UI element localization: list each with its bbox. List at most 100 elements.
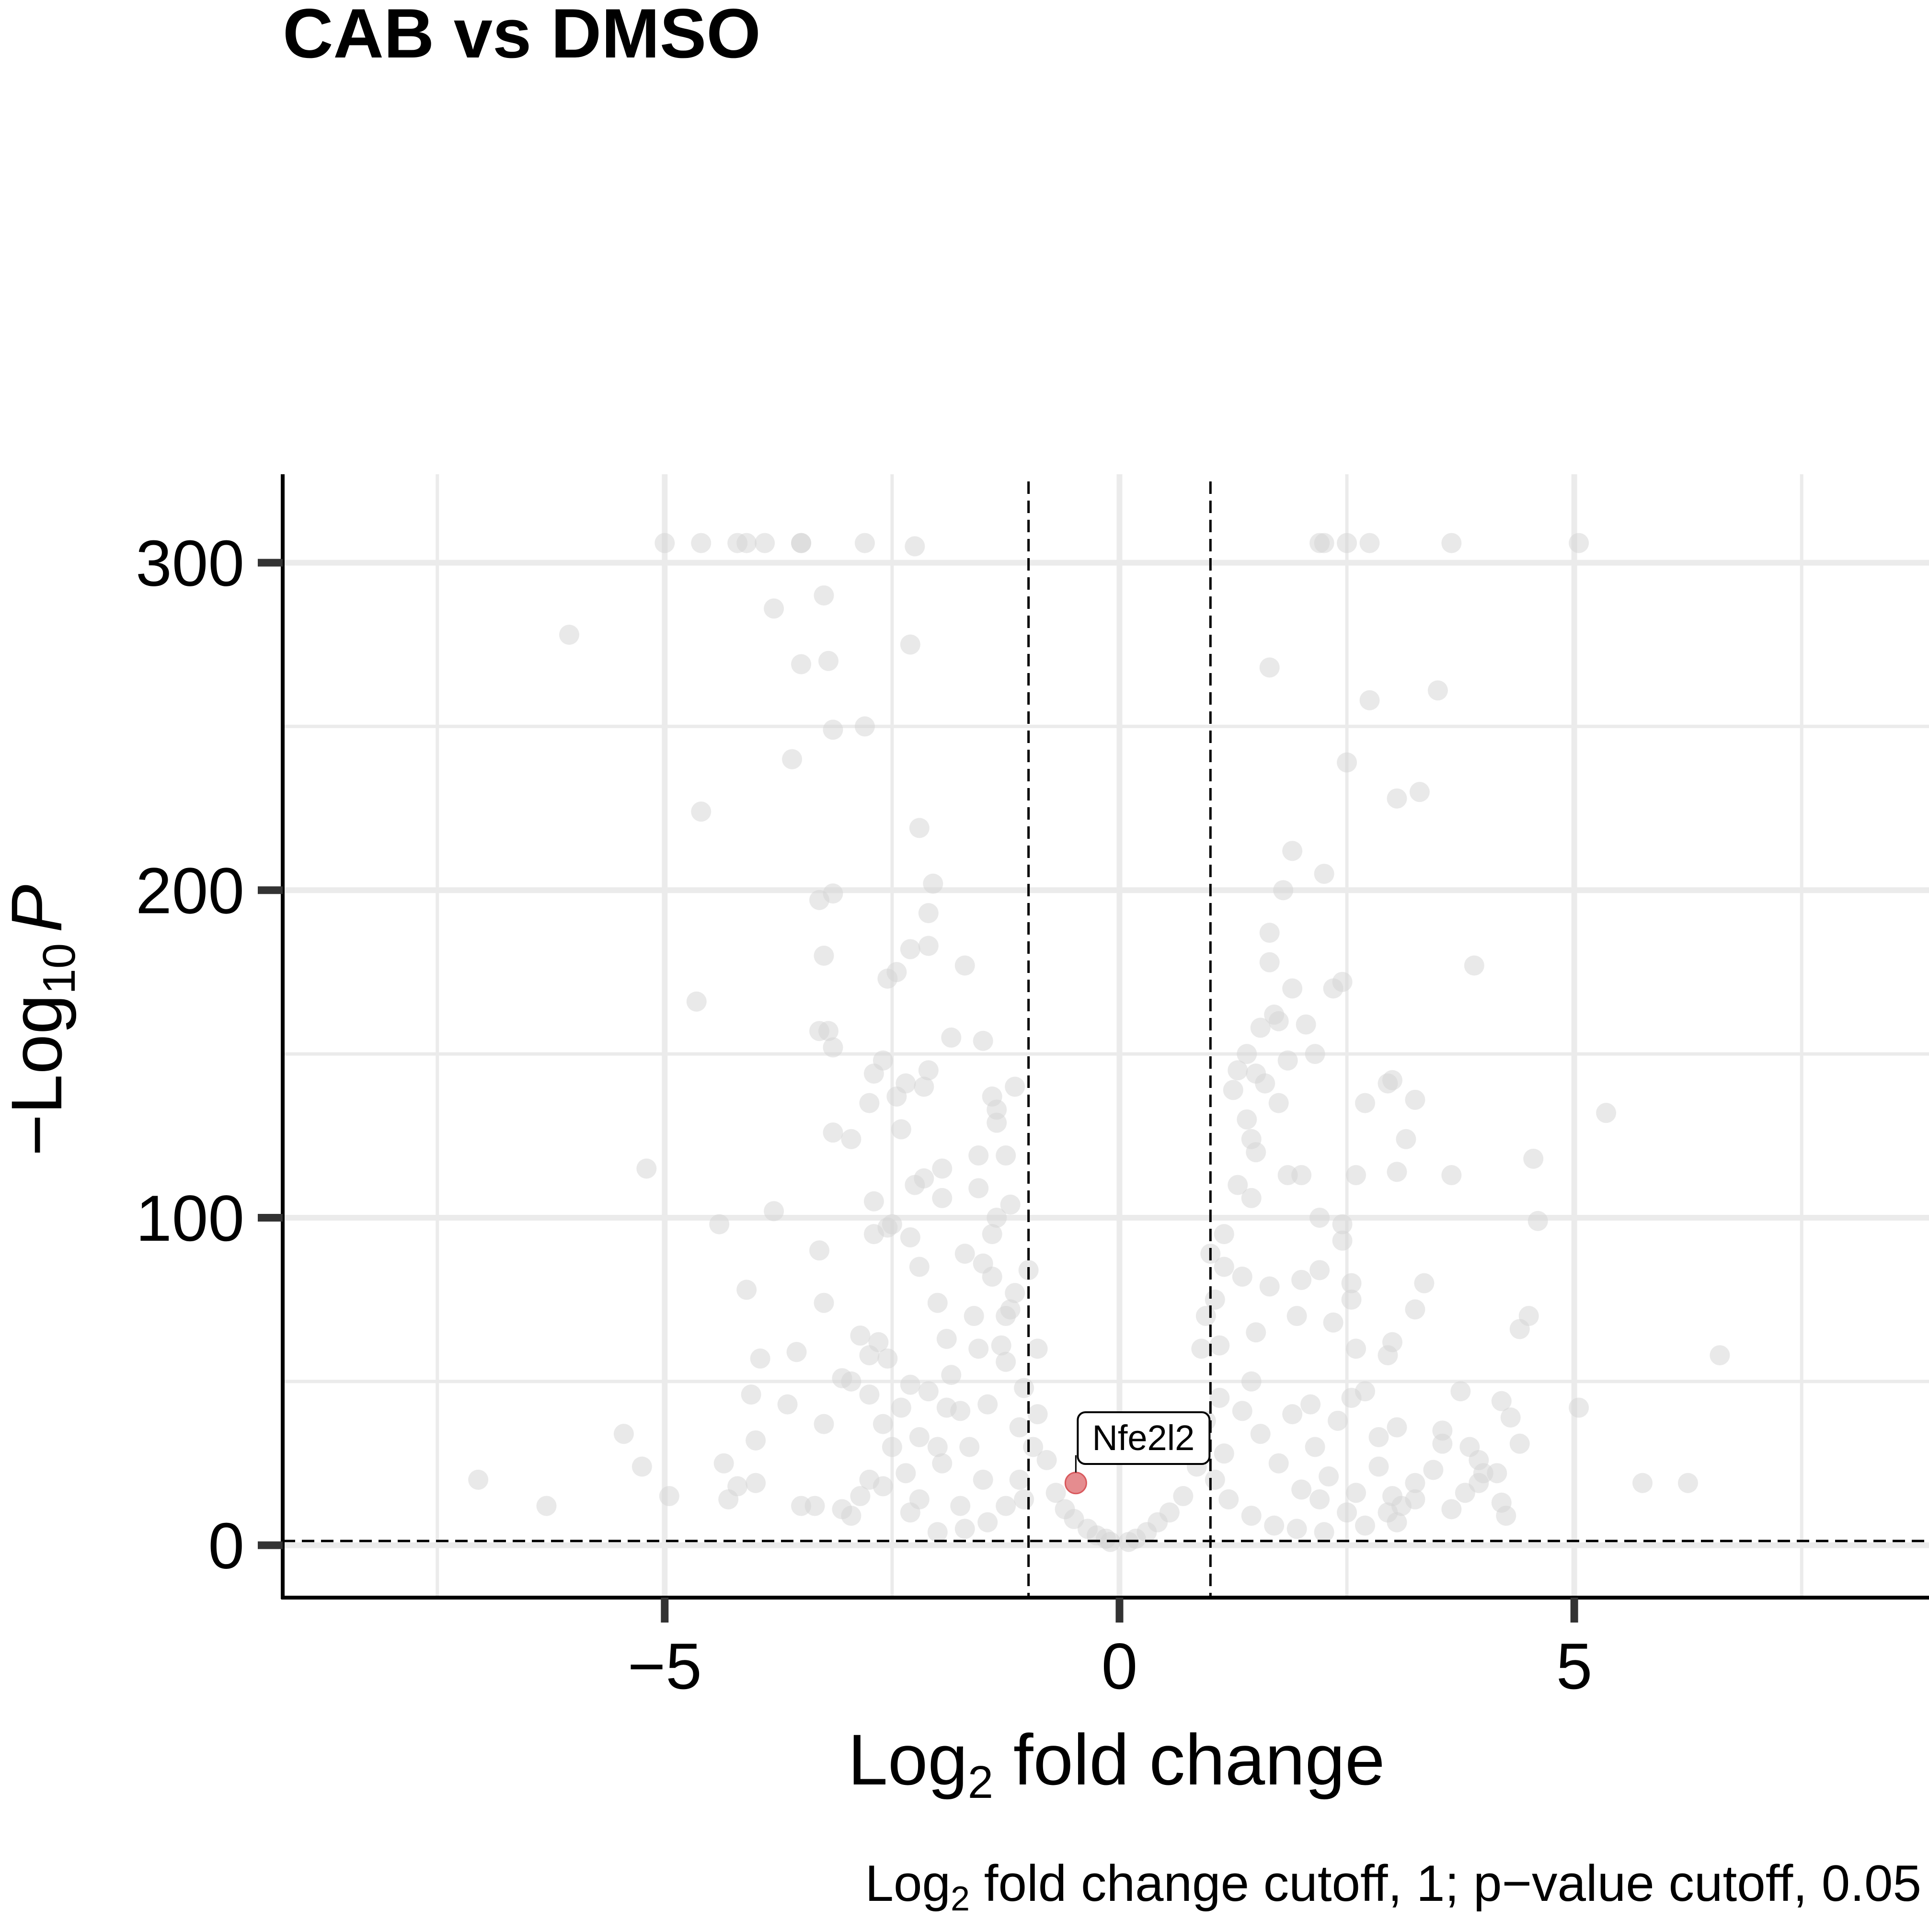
data-point xyxy=(1309,1260,1330,1280)
data-point xyxy=(814,585,834,606)
data-point xyxy=(1455,1483,1475,1503)
y-tick-label: 0 xyxy=(208,1509,244,1582)
data-point xyxy=(686,991,707,1012)
data-point xyxy=(791,533,812,553)
data-point xyxy=(654,533,675,553)
data-point xyxy=(814,1292,834,1313)
x-axis-label: Log2 fold change xyxy=(848,1719,1385,1808)
data-point xyxy=(900,1502,920,1523)
data-point xyxy=(996,1145,1016,1166)
data-point xyxy=(1223,1080,1243,1100)
data-point xyxy=(823,1122,843,1143)
data-point xyxy=(1491,1391,1512,1411)
data-point xyxy=(964,1306,984,1326)
x-tick-label: 0 xyxy=(1102,1630,1138,1703)
data-point xyxy=(1250,1017,1271,1038)
data-point xyxy=(954,1244,975,1264)
data-point xyxy=(468,1469,489,1490)
data-point xyxy=(1000,1194,1021,1215)
data-point xyxy=(1014,1378,1034,1398)
data-point xyxy=(1359,690,1380,710)
data-point xyxy=(900,634,920,655)
data-point xyxy=(1382,1486,1402,1507)
data-point xyxy=(909,818,930,838)
data-point xyxy=(1346,1483,1366,1503)
data-point xyxy=(1214,1224,1234,1245)
data-point xyxy=(886,962,907,983)
data-point xyxy=(927,1437,948,1457)
data-point xyxy=(973,1030,993,1051)
data-point xyxy=(1259,1276,1280,1297)
data-point xyxy=(818,651,839,671)
data-point xyxy=(873,1476,893,1497)
data-point xyxy=(859,1345,880,1366)
data-point xyxy=(1282,1404,1303,1425)
data-point xyxy=(1237,1044,1257,1064)
data-point xyxy=(968,1338,989,1359)
data-point xyxy=(1291,1269,1312,1290)
gene-label: Nfe2l2 xyxy=(1092,1418,1194,1458)
data-point xyxy=(764,1201,784,1222)
cutoff-lines xyxy=(283,481,1929,1598)
data-point xyxy=(950,1401,971,1421)
data-point xyxy=(932,1158,953,1179)
data-point xyxy=(1232,1267,1252,1287)
data-point xyxy=(1450,1381,1471,1402)
data-point xyxy=(1214,1443,1234,1464)
data-point xyxy=(927,1522,948,1543)
data-point xyxy=(954,955,975,976)
data-point xyxy=(987,1207,1007,1228)
data-point xyxy=(1337,752,1357,773)
data-point xyxy=(982,1224,1002,1245)
data-point xyxy=(1405,1089,1425,1110)
data-point xyxy=(1264,1005,1285,1025)
data-point xyxy=(950,1496,971,1516)
data-point xyxy=(786,1342,807,1362)
y-axis-label-subscript: 10 xyxy=(34,943,85,995)
data-point xyxy=(909,1427,930,1447)
data-point xyxy=(736,533,757,553)
data-point xyxy=(1355,1093,1376,1113)
highlighted-gene: Nfe2l2 xyxy=(1064,1411,1211,1495)
data-point xyxy=(1341,1289,1362,1310)
data-point xyxy=(1509,1319,1530,1339)
axes: 0 100 200 300 −5 0 5 xyxy=(136,474,1929,1703)
data-point xyxy=(613,1424,634,1444)
data-point xyxy=(1323,1312,1343,1333)
data-point xyxy=(900,939,920,960)
data-point xyxy=(882,1437,902,1457)
data-point xyxy=(850,1326,871,1346)
data-point xyxy=(841,1371,861,1392)
data-point xyxy=(1218,1489,1239,1509)
data-point xyxy=(1309,1489,1330,1509)
data-point xyxy=(814,1414,834,1434)
data-point xyxy=(1232,1401,1252,1421)
data-point xyxy=(718,1489,739,1509)
data-point xyxy=(1378,1502,1398,1523)
data-point xyxy=(1300,1394,1321,1415)
data-point xyxy=(1341,1273,1362,1293)
data-point xyxy=(659,1486,679,1507)
data-point xyxy=(841,1129,861,1149)
data-point xyxy=(1500,1407,1521,1428)
data-point xyxy=(1273,880,1294,901)
data-point xyxy=(1464,955,1484,976)
data-point xyxy=(927,1292,948,1313)
data-point xyxy=(973,1469,993,1490)
data-point xyxy=(968,1145,989,1166)
data-point xyxy=(1277,1165,1298,1186)
data-point xyxy=(1277,1050,1298,1071)
data-point xyxy=(996,1351,1016,1372)
data-point xyxy=(1368,1427,1389,1447)
chart-title: CAB vs DMSO xyxy=(283,0,761,72)
data-point xyxy=(1337,533,1357,553)
caption-subscript: 2 xyxy=(951,1880,970,1918)
data-point xyxy=(814,946,834,966)
data-point xyxy=(1387,1162,1407,1182)
data-point xyxy=(782,749,803,769)
data-point xyxy=(1569,1397,1589,1418)
data-point xyxy=(1228,1175,1248,1195)
data-point xyxy=(1355,1515,1376,1536)
data-point xyxy=(1205,1289,1225,1310)
data-point xyxy=(1246,1142,1266,1163)
